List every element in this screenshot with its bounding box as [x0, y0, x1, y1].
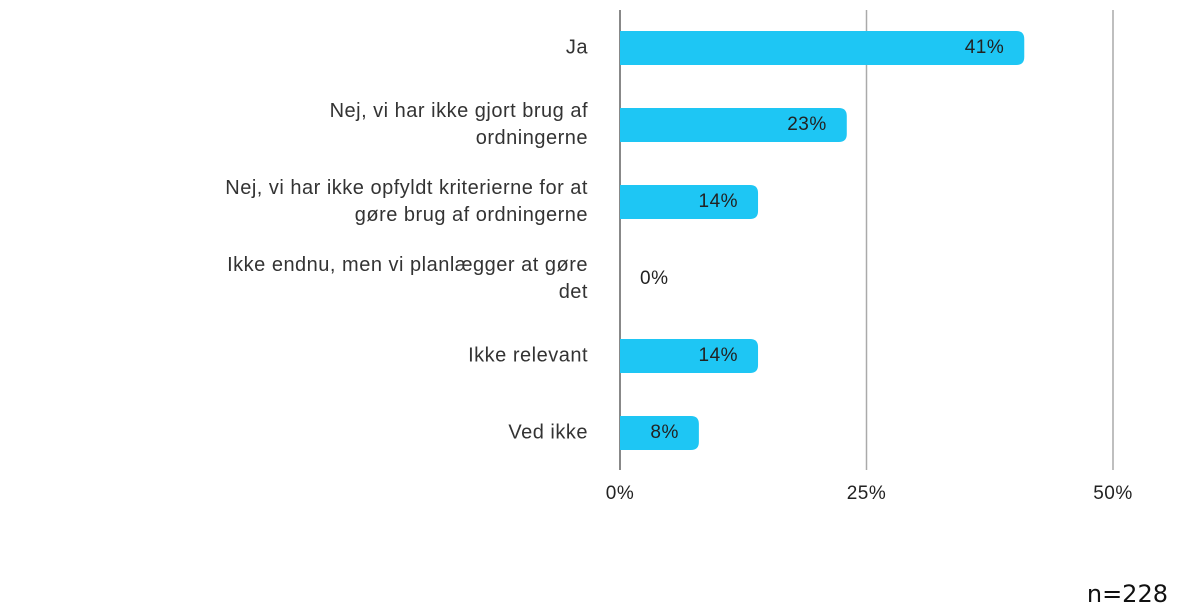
category-label: Nej, vi har ikke opfyldt kriterierne for…: [225, 177, 588, 226]
value-label: 41%: [965, 37, 1005, 58]
x-tick-label: 50%: [1093, 483, 1133, 504]
value-label: 14%: [699, 191, 739, 212]
category-label: Ved ikke: [508, 421, 588, 444]
category-label: Ja: [565, 36, 588, 59]
category-label: Ikke endnu, men vi planlægger at gøre de…: [227, 254, 588, 303]
x-tick-label: 25%: [847, 483, 887, 504]
bar: [620, 185, 759, 219]
value-label: 8%: [650, 422, 678, 443]
x-tick-label: 0%: [606, 483, 634, 504]
value-label: 0%: [640, 268, 668, 289]
value-label: 14%: [699, 345, 739, 366]
category-label: Nej, vi har ikke gjort brug af ordninger…: [329, 100, 588, 149]
category-label: Ikke relevant: [468, 344, 588, 367]
sample-size-note: n=228: [1086, 580, 1168, 608]
bar: [620, 31, 1025, 65]
bar: [620, 416, 699, 450]
value-label: 23%: [787, 114, 827, 135]
bar: [620, 339, 759, 373]
bar: [620, 108, 847, 142]
